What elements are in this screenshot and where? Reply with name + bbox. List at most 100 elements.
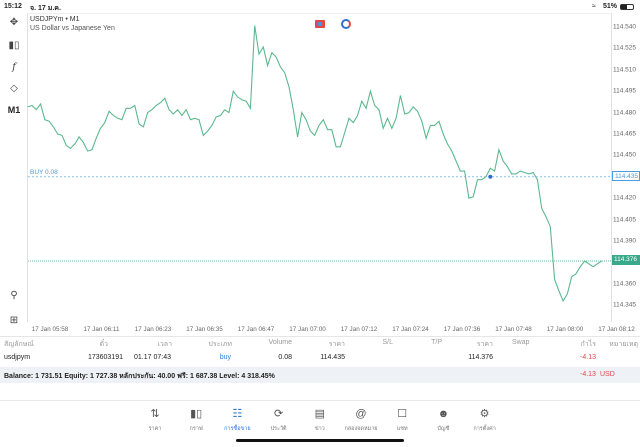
nav-label: ราคา (148, 426, 162, 432)
x-tick-label: 17 Jan 07:24 (392, 326, 429, 333)
header-ticket: ตั๋ว (99, 341, 108, 348)
x-tick-label: 17 Jan 05:58 (31, 326, 69, 333)
total-profit: -4.13 (580, 371, 596, 378)
header-swap: Swap (512, 339, 530, 346)
nav-label: การซื้อขาย (224, 426, 251, 432)
chart-description: US Dollar vs Japanese Yen (30, 25, 115, 32)
header-symbol: สัญลักษณ์ (4, 341, 34, 348)
indicators-icon[interactable]: f (12, 61, 16, 73)
header-comment: หมายเหตุ (609, 341, 638, 348)
quotes-icon: ⇅ (150, 408, 160, 420)
nav-item-chart-candles[interactable]: ▮▯ กราฟ (176, 407, 216, 433)
x-tick-label: 17 Jan 06:35 (186, 326, 223, 333)
chart-area[interactable] (27, 13, 612, 322)
header-open-price: ราคา (328, 341, 345, 348)
zoom-icon[interactable]: ⚲ (10, 289, 18, 301)
x-tick-label: 17 Jan 07:36 (443, 326, 481, 333)
trade-signal-icon[interactable] (341, 19, 351, 29)
y-tick-label: 114.390 (613, 237, 637, 245)
status-date: จ. 17 ม.ค. (30, 5, 61, 12)
chart-candles-icon: ▮▯ (190, 408, 203, 420)
y-tick-label: 114.510 (613, 66, 637, 74)
settings-icon: ⚙ (479, 408, 490, 420)
crosshair-icon[interactable]: ✥ (9, 16, 19, 28)
buy-entry-marker (488, 174, 493, 179)
y-tick-label: 114.420 (613, 194, 637, 202)
x-tick-label: 17 Jan 08:00 (546, 326, 584, 333)
header-volume: Volume (268, 339, 292, 346)
header-profit: กำไร (580, 341, 596, 348)
chart-symbol: USDJPYm • M1 (30, 16, 80, 23)
objects-icon[interactable]: ◇ (10, 82, 18, 94)
wifi-icon: ≈ (592, 3, 596, 10)
account-icon: ☻ (437, 408, 450, 420)
currency: USD (600, 371, 615, 378)
nav-label: บัญชี (437, 426, 450, 432)
balance-summary: Balance: 1 731.51 Equity: 1 727.38 หลักป… (4, 373, 275, 380)
header-type: ประเภท (208, 341, 232, 348)
status-time: 15:12 (4, 3, 22, 10)
nav-item-news[interactable]: ▤ ข่าว (300, 407, 340, 433)
y-tick-label: 114.360 (613, 280, 637, 288)
battery-percent: 51% (603, 3, 618, 10)
nav-label: กราฟ (189, 426, 203, 432)
nav-label: แชท (396, 426, 408, 432)
current-price-tag: 114.376 (612, 255, 640, 265)
y-tick-label: 114.450 (613, 151, 637, 159)
nav-label: ประวัติ (270, 426, 287, 432)
trade-ticket: 173603191 (87, 354, 123, 361)
trade-icon: ☷ (232, 408, 243, 420)
chart-type-candles-icon[interactable]: ▮▯ (8, 39, 20, 51)
news-icon: ▤ (314, 408, 325, 420)
balance-row: Balance: 1 731.51 Equity: 1 727.38 หลักป… (0, 367, 640, 383)
home-indicator (236, 439, 404, 442)
x-tick-label: 17 Jan 08:12 (598, 326, 635, 333)
nav-label: กล่องจดหมาย (344, 426, 378, 432)
nav-item-mailbox[interactable]: @ กล่องจดหมาย (341, 407, 381, 433)
y-tick-label: 114.405 (613, 216, 637, 224)
trade-symbol: usdjpym (4, 354, 31, 361)
y-tick-label: 114.540 (613, 23, 637, 31)
bottom-nav: ⇅ ราคา ▮▯ กราฟ ☷ การซื้อขาย ⟳ ประวัติ ▤ ข่าว @ กล่อ… (0, 400, 640, 440)
x-tick-label: 17 Jan 07:48 (495, 326, 532, 333)
trade-price: 114.376 (468, 354, 493, 361)
y-tick-label: 114.345 (613, 301, 637, 309)
price-chart (27, 25, 611, 303)
nav-item-account[interactable]: ☻ บัญชี (423, 407, 463, 433)
header-time: เวลา (157, 341, 172, 348)
one-click-trading-icon[interactable] (315, 20, 325, 28)
history-icon: ⟳ (273, 408, 284, 420)
x-tick-label: 17 Jan 07:12 (340, 326, 378, 333)
trade-volume: 0.08 (278, 354, 292, 361)
header-tp: T/P (431, 339, 442, 346)
nav-item-settings[interactable]: ⚙ การตั้งค่า (465, 407, 505, 433)
header-price: ราคา (476, 341, 493, 348)
nav-item-history[interactable]: ⟳ ประวัติ (259, 407, 299, 433)
timeframe-button[interactable]: M1 (7, 105, 21, 115)
export-icon[interactable]: ⊞ (9, 314, 19, 326)
y-tick-label: 114.495 (613, 87, 637, 95)
buy-label: BUY 0.08 (30, 169, 58, 176)
nav-item-chat[interactable]: ☐ แชท (382, 407, 422, 433)
x-tick-label: 17 Jan 06:47 (237, 326, 275, 333)
header-sl: S/L (382, 339, 393, 346)
nav-label: การตั้งค่า (473, 426, 496, 432)
x-tick-label: 17 Jan 06:23 (134, 326, 172, 333)
y-tick-label: 114.525 (613, 44, 637, 52)
trade-time: 01.17 07:43 (134, 354, 171, 361)
battery-icon (620, 4, 634, 10)
y-tick-label: 114.480 (613, 109, 637, 117)
y-tick-label: 114.465 (613, 130, 637, 138)
trade-profit: -4.13 (580, 354, 596, 361)
trade-type: buy (219, 354, 231, 361)
nav-label: ข่าว (314, 426, 325, 432)
nav-item-trade[interactable]: ☷ การซื้อขาย (217, 407, 257, 433)
price-line (27, 25, 603, 303)
nav-item-quotes[interactable]: ⇅ ราคา (135, 407, 175, 433)
x-tick-label: 17 Jan 06:11 (83, 326, 120, 333)
buy-price-tag: 114.435 (612, 171, 640, 181)
x-tick-label: 17 Jan 07:00 (289, 326, 326, 333)
mailbox-icon: @ (355, 408, 367, 420)
chat-icon: ☐ (397, 408, 408, 420)
trade-open-price: 114.435 (320, 354, 345, 361)
